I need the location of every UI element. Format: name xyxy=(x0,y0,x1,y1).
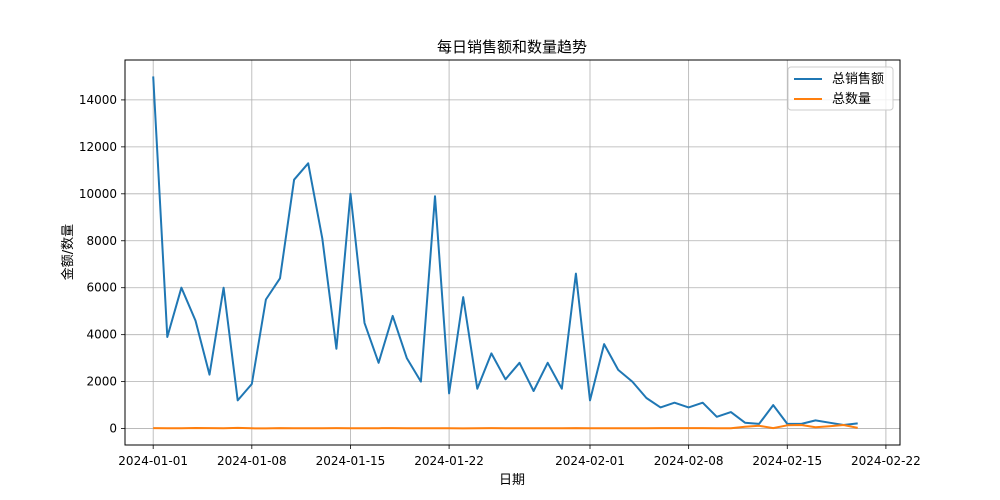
series-line-total-sales xyxy=(152,76,858,426)
y-tick-label: 4000 xyxy=(86,328,117,342)
y-tick-label: 14000 xyxy=(79,93,117,107)
x-axis-label: 日期 xyxy=(499,473,525,488)
x-axis-ticks: 2024-01-01 2024-01-08 2024-01-15 2024-01-22… xyxy=(118,445,921,468)
y-axis-label: 金额/数量 xyxy=(60,224,76,280)
x-tick-label: 2024-01-15 xyxy=(316,454,386,468)
series-line-total-quantity xyxy=(153,424,858,430)
y-tick-label: 0 xyxy=(109,422,117,436)
legend: 总销售额 总数量 xyxy=(787,66,894,111)
x-tick-label: 2024-01-22 xyxy=(414,454,484,468)
y-tick-label: 6000 xyxy=(86,281,117,295)
legend-label-total-sales: 总销售额 xyxy=(832,71,884,87)
y-tick-label: 8000 xyxy=(86,234,117,248)
x-tick-label: 2024-02-15 xyxy=(752,454,822,468)
legend-label-total-quantity: 总数量 xyxy=(832,92,871,107)
x-tick-label: 2024-02-08 xyxy=(654,454,724,468)
x-tick-label: 2024-01-01 xyxy=(118,454,188,468)
chart-title: 每日销售额和数量趋势 xyxy=(437,38,587,56)
series-lines xyxy=(152,76,858,430)
x-tick-label: 2024-02-01 xyxy=(555,454,625,468)
y-tick-label: 2000 xyxy=(86,375,117,389)
plot-frame xyxy=(124,59,901,446)
x-tick-label: 2024-02-22 xyxy=(851,454,921,468)
y-axis-ticks: 0 2000 4000 6000 8000 10000 12000 14000 xyxy=(79,93,125,436)
y-tick-label: 10000 xyxy=(79,187,117,201)
y-tick-label: 12000 xyxy=(79,140,117,154)
x-tick-label: 2024-01-08 xyxy=(217,454,287,468)
